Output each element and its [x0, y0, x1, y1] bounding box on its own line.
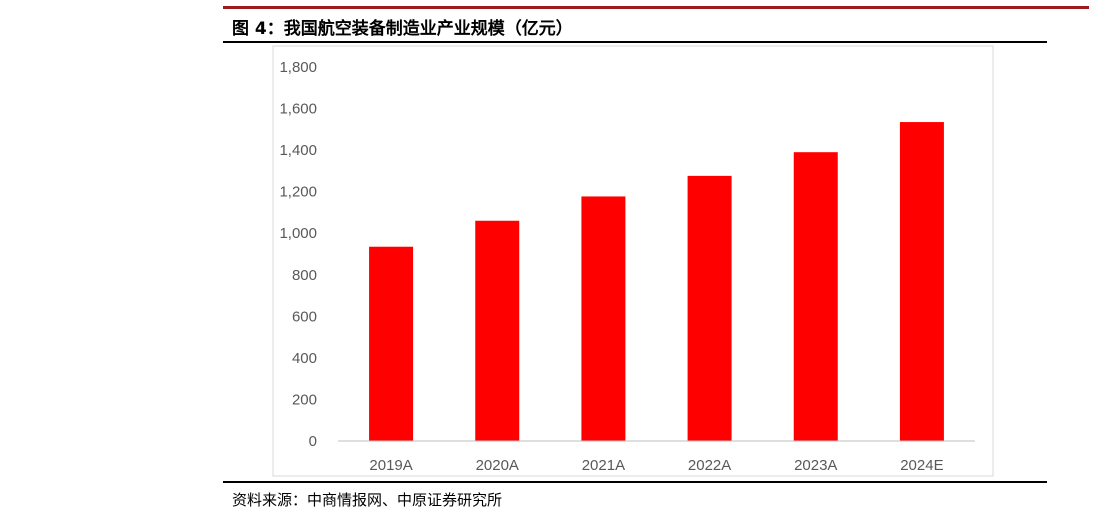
chart-frame: [272, 45, 994, 477]
x-axis-ticks: 2019A 2020A 2021A 2022A 2023A 2024E: [369, 457, 943, 474]
y-tick-label: 1,000: [279, 225, 317, 242]
y-tick-label: 800: [292, 267, 317, 284]
y-tick-label: 400: [292, 350, 317, 367]
source-note: 资料来源：中商情报网、中原证券研究所: [232, 491, 503, 509]
bottom-rule: [223, 481, 1047, 483]
bar-2023A: [793, 152, 838, 441]
figure-title: 图 4：我国航空装备制造业产业规模（亿元）: [232, 19, 573, 39]
bar-2022A: [687, 175, 732, 441]
bar-2019A: [369, 246, 414, 441]
x-tick-label: 2023A: [794, 457, 837, 474]
y-tick-label: 200: [292, 391, 317, 408]
x-tick-label: 2019A: [369, 457, 412, 474]
y-tick-label: 1,600: [279, 101, 317, 118]
y-tick-label: 1,200: [279, 184, 317, 201]
x-tick-label: 2021A: [582, 457, 625, 474]
bar-2021A: [581, 196, 626, 441]
bar-2020A: [475, 220, 520, 441]
bar-2024E: [899, 122, 944, 442]
y-axis-ticks: 0 200 400 600 800 1,000 1,200 1,400 1,600 1,800: [279, 59, 317, 450]
title-rule: [223, 41, 1047, 43]
bars: [369, 122, 944, 442]
y-tick-label: 600: [292, 308, 317, 325]
y-tick-label: 1,400: [279, 142, 317, 159]
x-tick-label: 2022A: [688, 457, 731, 474]
top-rule: [223, 6, 1089, 9]
y-tick-label: 1,800: [279, 59, 317, 76]
y-tick-label: 0: [309, 433, 317, 450]
x-tick-label: 2024E: [900, 457, 943, 474]
x-tick-label: 2020A: [476, 457, 519, 474]
